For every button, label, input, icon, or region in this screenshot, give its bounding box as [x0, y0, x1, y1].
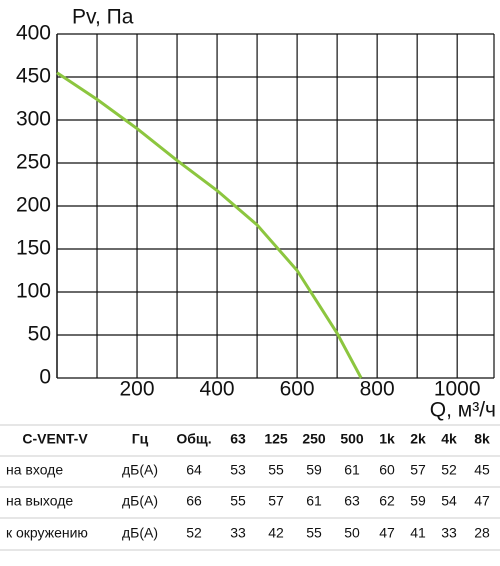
table-header: 1k	[379, 431, 395, 447]
table-header: 63	[230, 431, 246, 447]
table-cell: 64	[186, 462, 202, 478]
table-cell: 59	[410, 493, 426, 509]
table-cell: 61	[344, 462, 360, 478]
y-tick-label: 0	[39, 366, 51, 389]
y-tick-label: 400	[16, 22, 51, 45]
table-cell: 63	[344, 493, 360, 509]
x-tick-label: 400	[200, 378, 235, 401]
table-cell: 59	[306, 462, 322, 478]
table-header: 2k	[410, 431, 426, 447]
table-header: Общ.	[176, 431, 211, 447]
curve	[56, 71, 363, 379]
y-tick-label: 100	[16, 280, 51, 303]
table-cell: 47	[379, 525, 395, 541]
table-header: 500	[340, 431, 364, 447]
table-header: 250	[302, 431, 326, 447]
table-cell: 55	[306, 525, 322, 541]
table-cell: к окружению	[6, 525, 88, 541]
x-tick-label: 800	[360, 378, 395, 401]
table-cell: 33	[230, 525, 246, 541]
table-cell: дБ(А)	[122, 493, 158, 509]
table-cell: 52	[186, 525, 202, 541]
table-header: 125	[264, 431, 288, 447]
table-header: 8k	[474, 431, 490, 447]
y-tick-label: 450	[16, 65, 51, 88]
table-cell: дБ(А)	[122, 525, 158, 541]
y-axis-label: Pv, Па	[72, 6, 134, 29]
table-cell: 62	[379, 493, 395, 509]
table-cell: 47	[474, 493, 490, 509]
x-tick-label: 600	[280, 378, 315, 401]
table-cell: 60	[379, 462, 395, 478]
table-header: 4k	[441, 431, 457, 447]
table-cell: на входе	[6, 462, 63, 478]
table-cell: 50	[344, 525, 360, 541]
x-tick-label: 1000	[434, 378, 481, 401]
table-cell: 55	[268, 462, 284, 478]
table-cell: 53	[230, 462, 246, 478]
table-cell: 66	[186, 493, 202, 509]
table-cell: 28	[474, 525, 490, 541]
table-cell: 45	[474, 462, 490, 478]
table-cell: 57	[410, 462, 426, 478]
table-cell: 42	[268, 525, 284, 541]
table-cell: 52	[441, 462, 457, 478]
y-tick-label: 300	[16, 108, 51, 131]
x-tick-label: 200	[120, 378, 155, 401]
y-tick-label: 50	[28, 323, 51, 346]
x-axis-label: Q, м³/ч	[430, 399, 496, 422]
y-tick-label: 250	[16, 151, 51, 174]
table-header: Гц	[132, 431, 149, 447]
y-tick-label: 150	[16, 237, 51, 260]
table-cell: 41	[410, 525, 426, 541]
table-cell: на выходе	[6, 493, 73, 509]
table-cell: 54	[441, 493, 457, 509]
table-cell: 55	[230, 493, 246, 509]
table-header: C-VENT-V	[22, 431, 88, 447]
y-tick-label: 200	[16, 194, 51, 217]
table-cell: 57	[268, 493, 284, 509]
table-cell: 61	[306, 493, 322, 509]
table-cell: дБ(А)	[122, 462, 158, 478]
table-cell: 33	[441, 525, 457, 541]
